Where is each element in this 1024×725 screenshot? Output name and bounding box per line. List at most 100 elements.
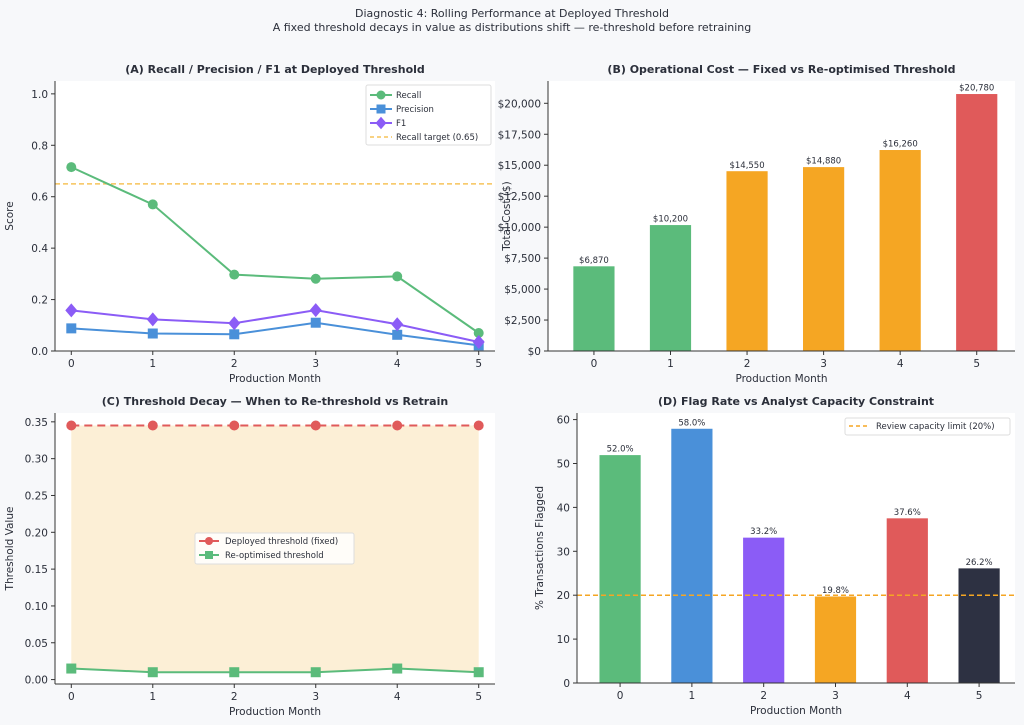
figure-subtitle: A fixed threshold decays in value as dis… xyxy=(273,21,752,34)
y-tick-label: 0.30 xyxy=(25,454,48,466)
legend-label: Re-optimised threshold xyxy=(225,551,324,561)
bar xyxy=(649,224,692,352)
x-tick-label: 2 xyxy=(760,690,767,702)
x-tick-label: 4 xyxy=(904,690,911,702)
data-point xyxy=(310,317,321,328)
x-axis-label: Production Month xyxy=(735,373,827,385)
data-point xyxy=(391,317,404,332)
plot-area xyxy=(577,413,1015,683)
plot-area xyxy=(548,81,1015,351)
data-point xyxy=(66,162,77,173)
x-tick-label: 3 xyxy=(820,358,827,370)
legend-box xyxy=(194,532,355,565)
data-point xyxy=(473,420,484,431)
x-tick-label: 1 xyxy=(689,690,696,702)
x-tick-label: 5 xyxy=(973,358,980,370)
data-point xyxy=(146,312,159,327)
data-point xyxy=(147,199,158,210)
legend-label: Recall target (0.65) xyxy=(396,133,478,143)
panel-d-flag-rate: (D) Flag Rate vs Analyst Capacity Constr… xyxy=(534,395,1015,717)
bar xyxy=(572,265,616,352)
y-axis-label: % Transactions Flagged xyxy=(534,486,546,610)
data-label: $10,200 xyxy=(653,215,688,225)
y-tick-label: $2,500 xyxy=(504,315,541,327)
x-tick-label: 5 xyxy=(475,691,482,703)
x-tick-label: 2 xyxy=(744,358,751,370)
legend-box xyxy=(844,417,1011,436)
x-tick-label: 5 xyxy=(475,358,482,370)
legend-label: Deployed threshold (fixed) xyxy=(225,537,338,547)
x-axis-label: Production Month xyxy=(229,373,321,385)
y-tick-label: 0.20 xyxy=(25,527,48,539)
y-axis-label: Threshold Value xyxy=(4,507,16,592)
data-point xyxy=(229,420,240,431)
data-point xyxy=(392,420,403,431)
data-label: $6,870 xyxy=(579,256,609,266)
x-tick-label: 3 xyxy=(312,691,319,703)
y-tick-label: 10 xyxy=(557,634,570,646)
bar xyxy=(598,454,642,684)
x-tick-label: 0 xyxy=(68,358,75,370)
y-tick-label: 0.6 xyxy=(31,192,48,204)
figure-title: Diagnostic 4: Rolling Performance at Dep… xyxy=(355,7,669,20)
panel-b-operational-cost: (B) Operational Cost — Fixed vs Re-optim… xyxy=(498,63,1015,385)
y-tick-label: 40 xyxy=(557,502,570,514)
y-tick-label: 1.0 xyxy=(31,89,48,101)
bar xyxy=(955,93,999,352)
y-tick-label: 0.0 xyxy=(31,346,48,358)
data-point xyxy=(229,667,240,678)
data-point xyxy=(66,323,77,334)
y-tick-label: $17,500 xyxy=(498,129,541,141)
x-axis-label: Production Month xyxy=(750,705,842,717)
y-tick-label: $5,000 xyxy=(504,284,541,296)
panel-a-recall-precision-f1: (A) Recall / Precision / F1 at Deployed … xyxy=(4,63,495,385)
y-tick-label: 0.10 xyxy=(25,601,48,613)
y-tick-label: 0.25 xyxy=(25,490,48,502)
bar xyxy=(670,427,714,684)
y-tick-label: $7,500 xyxy=(504,253,541,265)
data-label: $14,880 xyxy=(806,157,841,167)
x-tick-label: 1 xyxy=(667,358,674,370)
data-point xyxy=(66,663,77,674)
y-tick-label: $15,000 xyxy=(498,160,541,172)
legend-marker xyxy=(205,537,213,545)
legend: Review capacity limit (20%) xyxy=(844,417,1011,436)
data-point xyxy=(472,335,485,349)
legend-label: Review capacity limit (20%) xyxy=(876,422,995,432)
y-tick-label: $20,000 xyxy=(498,98,541,110)
legend-box xyxy=(365,84,492,146)
bar xyxy=(957,567,1001,684)
panel-title: (D) Flag Rate vs Analyst Capacity Constr… xyxy=(658,395,934,408)
bar xyxy=(742,536,786,684)
data-point xyxy=(309,303,322,318)
y-tick-label: 60 xyxy=(557,415,570,427)
data-point xyxy=(392,271,403,282)
data-point xyxy=(473,667,484,678)
y-tick-label: 0.8 xyxy=(31,140,48,152)
x-tick-label: 5 xyxy=(976,690,983,702)
panel-title: (B) Operational Cost — Fixed vs Re-optim… xyxy=(607,63,955,76)
series-line-1 xyxy=(71,667,479,674)
legend-label: Recall xyxy=(396,91,421,101)
data-label: $20,780 xyxy=(959,84,994,94)
data-point xyxy=(228,316,241,331)
x-tick-label: 0 xyxy=(68,691,75,703)
y-tick-label: 0.4 xyxy=(31,243,48,255)
data-point xyxy=(147,420,158,431)
legend-marker xyxy=(205,551,213,559)
y-axis-label: Score xyxy=(4,201,16,230)
data-label: $16,260 xyxy=(883,140,918,150)
legend-marker xyxy=(375,116,387,130)
data-point xyxy=(229,269,240,280)
series-line-2 xyxy=(71,309,479,343)
data-point xyxy=(310,420,321,431)
legend-marker xyxy=(376,104,386,114)
y-tick-label: $12,500 xyxy=(498,191,541,203)
x-axis-label: Production Month xyxy=(229,706,321,718)
data-label: 37.6% xyxy=(894,508,921,518)
x-tick-label: 1 xyxy=(149,358,156,370)
y-tick-label: $10,000 xyxy=(498,222,541,234)
legend-label: Precision xyxy=(396,105,434,115)
x-tick-label: 4 xyxy=(897,358,904,370)
